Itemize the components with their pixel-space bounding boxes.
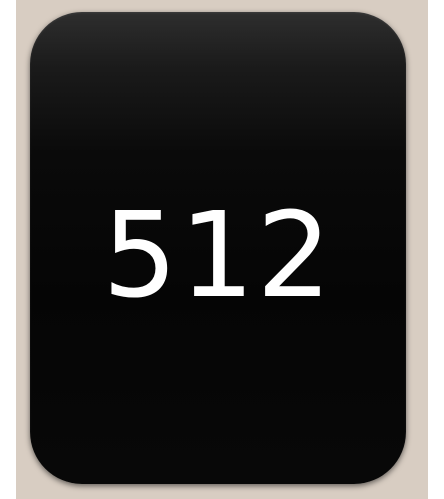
number-tile[interactable]: 512 (30, 12, 406, 484)
tile-value: 512 (102, 186, 334, 324)
